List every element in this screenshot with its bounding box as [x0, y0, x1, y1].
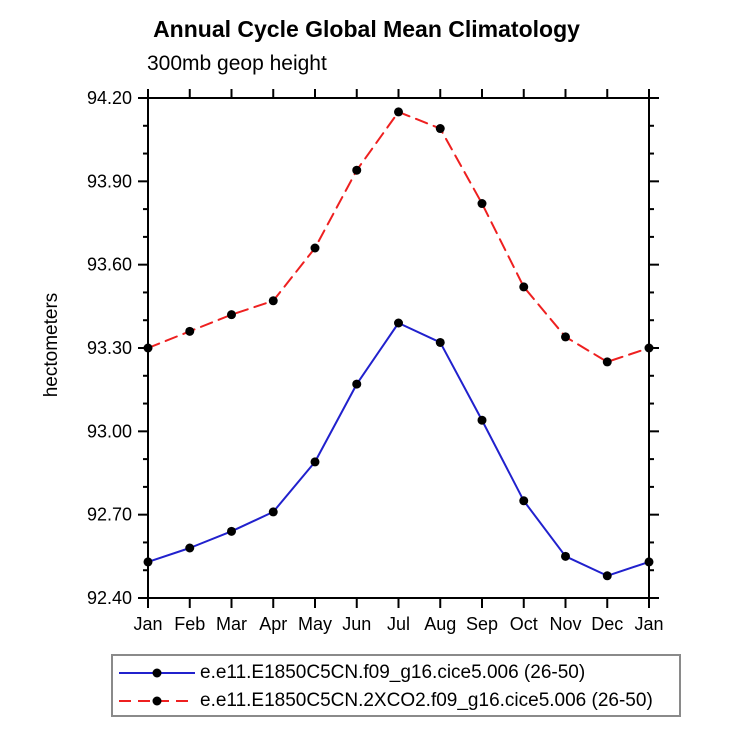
- data-point-marker: [352, 165, 362, 175]
- legend-marker: [152, 668, 162, 678]
- series-line-0: [147, 322, 650, 577]
- y-tick-label: 94.20: [87, 88, 132, 108]
- x-tick-label: Mar: [216, 614, 247, 634]
- data-point-marker: [644, 557, 654, 567]
- data-point-marker: [185, 326, 195, 336]
- legend-label: e.e11.E1850C5CN.f09_g16.cice5.006 (26-50…: [200, 662, 586, 683]
- legend-marker: [152, 696, 162, 706]
- data-point-marker: [268, 296, 278, 306]
- data-point-marker: [310, 457, 320, 467]
- legend-item: e.e11.E1850C5CN.2XCO2.f09_g16.cice5.006 …: [117, 688, 653, 714]
- data-point-marker: [519, 282, 529, 292]
- data-point-marker: [143, 557, 153, 567]
- x-tick-label: Jan: [634, 614, 663, 634]
- y-tick-label: 92.40: [87, 588, 132, 608]
- legend-item: e.e11.E1850C5CN.f09_g16.cice5.006 (26-50…: [117, 660, 585, 686]
- legend: e.e11.E1850C5CN.f09_g16.cice5.006 (26-50…: [111, 654, 681, 717]
- x-tick-label: Aug: [424, 614, 456, 634]
- data-point-marker: [519, 496, 529, 506]
- data-point-marker: [394, 107, 403, 117]
- y-tick-label: 93.00: [87, 421, 132, 441]
- y-axis-title: hectometers: [41, 292, 62, 398]
- x-tick-label: Nov: [549, 614, 581, 634]
- data-point-marker: [477, 199, 487, 209]
- data-point-marker: [561, 551, 570, 561]
- data-point-marker: [602, 571, 612, 581]
- x-tick-label: Jun: [342, 614, 371, 634]
- data-point-marker: [352, 379, 362, 389]
- x-tick-label: May: [298, 614, 332, 634]
- legend-line-sample: [119, 696, 195, 706]
- x-tick-label: Feb: [174, 614, 205, 634]
- legend-line-sample: [119, 668, 195, 678]
- x-tick-label: Apr: [259, 614, 287, 634]
- x-tick-label: Jul: [387, 614, 410, 634]
- data-point-marker: [477, 415, 487, 425]
- data-point-marker: [435, 337, 445, 347]
- plot-area: 92.40 92.70 93.00 93.30 93.60 93.90 94.20 Jan Fe…: [87, 88, 664, 634]
- data-point-marker: [435, 124, 445, 134]
- data-point-marker: [143, 343, 153, 353]
- data-point-marker: [602, 357, 612, 367]
- x-tick-label: Sep: [466, 614, 498, 634]
- data-point-marker: [268, 507, 278, 517]
- plot-frame: [147, 97, 650, 599]
- data-point-marker: [185, 543, 195, 553]
- y-tick-label: 93.30: [87, 338, 132, 358]
- data-point-marker: [394, 318, 403, 328]
- chart-subtitle: 300mb geop height: [147, 52, 327, 75]
- data-point-marker: [644, 343, 654, 353]
- data-point-marker: [310, 243, 320, 253]
- y-tick-label: 93.90: [87, 171, 132, 191]
- data-point-marker: [227, 526, 236, 536]
- chart-title: Annual Cycle Global Mean Climatology: [153, 16, 580, 42]
- x-tick-label: Dec: [591, 614, 623, 634]
- y-tick-label: 93.60: [87, 255, 132, 275]
- y-tick-label: 92.70: [87, 505, 132, 525]
- data-point-marker: [561, 332, 570, 342]
- x-tick-label: Oct: [510, 614, 538, 634]
- x-tick-label: Jan: [133, 614, 162, 634]
- data-point-marker: [227, 310, 236, 320]
- legend-label: e.e11.E1850C5CN.2XCO2.f09_g16.cice5.006 …: [200, 690, 653, 711]
